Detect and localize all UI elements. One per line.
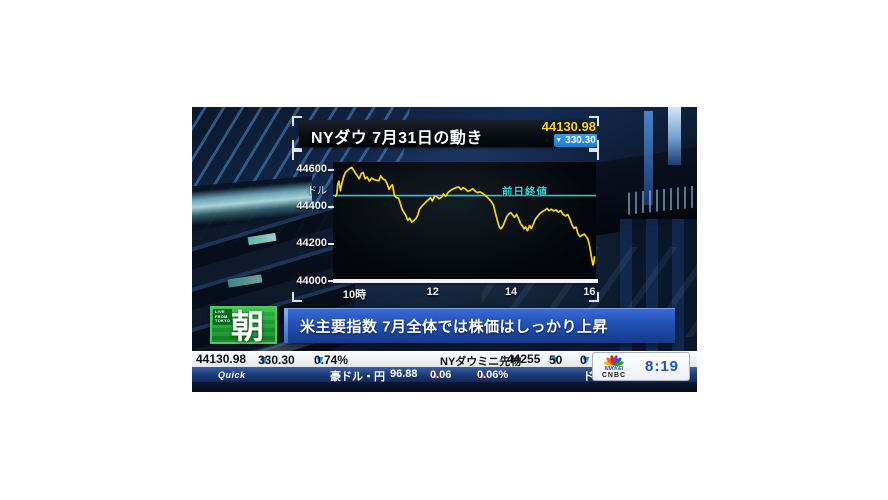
futures-label: NYダウミニ先物 [440,356,522,368]
network-name-cnbc: CNBC [601,372,627,380]
pair-next-partial: ド [583,371,594,383]
page-title: NYダウ 7月31日の動き [311,130,483,147]
x-axis-line [333,279,598,283]
banner-accent-edge [284,309,288,343]
network-logo-box: NIKKEI CNBC 8:19 [592,352,690,381]
y-tick-mark [328,280,334,282]
peacock-icon [604,354,624,366]
studio-light-strip [644,111,653,205]
quick-logo: Quick [218,370,246,380]
y-tick-label: 44200 [296,237,327,250]
down-triangle-icon: ▼ [549,353,561,367]
futures-price: 44255 [507,352,541,366]
video-frame: NYダウ 7月31日の動き 44130.98 ▼ 330.30 ドル 前日終値 4… [192,107,697,392]
down-triangle-icon: ▼ [580,353,592,367]
headline-text: 米主要指数 7月全体では株価はしっかり上昇 [300,318,609,336]
prev-close-label: 前日終値 [502,186,548,198]
header-change-badge: ▼ 330.30 [554,134,597,147]
pair-price: 96.88 [390,368,418,380]
y-tick-mark [328,168,334,171]
pair-label: 豪ドル・円 [330,371,385,383]
y-tick-mark [328,205,334,208]
studio-light-strip [668,107,681,165]
badge-kanji: 朝 [230,307,264,345]
network-logo: NIKKEI CNBC [593,354,635,380]
down-triangle-icon: ▼ [314,353,326,367]
ticker-bottom-strip [192,382,697,392]
x-tick-label: 12 [426,286,439,298]
y-tick-label: 44000 [296,274,327,287]
y-axis-unit: ドル [307,186,327,197]
up-triangle-icon: ▲ [477,369,488,381]
y-tick-label: 44600 [296,163,327,176]
live-from-tokyo-label: LIVE FROM TOKYO [213,309,233,325]
y-tick-mark [328,242,334,245]
ticker-row-2: Quick 豪ドル・円 96.88 ▲ 0.06 ▲ 0.06% ド [192,367,697,383]
network-name-nikkei: NIKKEI [604,365,624,372]
header-price-value: 44130.98 [541,119,596,134]
header-bar: NYダウ 7月31日の動き [299,120,586,147]
headline-banner: 米主要指数 7月全体では株価はしっかり上昇 [284,308,675,343]
x-tick-label: 16 [583,286,596,298]
ticker-row-1: 44130.98 ▼ 330.30 ▼ 0.74% NYダウミニ先物 44255 ▼… [192,351,697,368]
up-triangle-icon: ▲ [430,369,441,381]
price-chart [333,166,596,266]
index-price: 44130.98 [196,352,247,366]
header-change-value: 330.30 [565,135,596,146]
down-triangle-icon: ▼ [258,353,270,367]
plot-panel [333,162,596,281]
x-tick-label: 14 [504,286,518,298]
x-tick-label: 10時 [342,289,367,301]
clock-time: 8:19 [644,358,680,375]
live-badge: LIVE FROM TOKYO 朝 [210,306,277,345]
down-triangle-icon: ▼ [555,137,563,144]
y-tick-label: 44400 [296,200,327,213]
price-line [334,166,596,266]
